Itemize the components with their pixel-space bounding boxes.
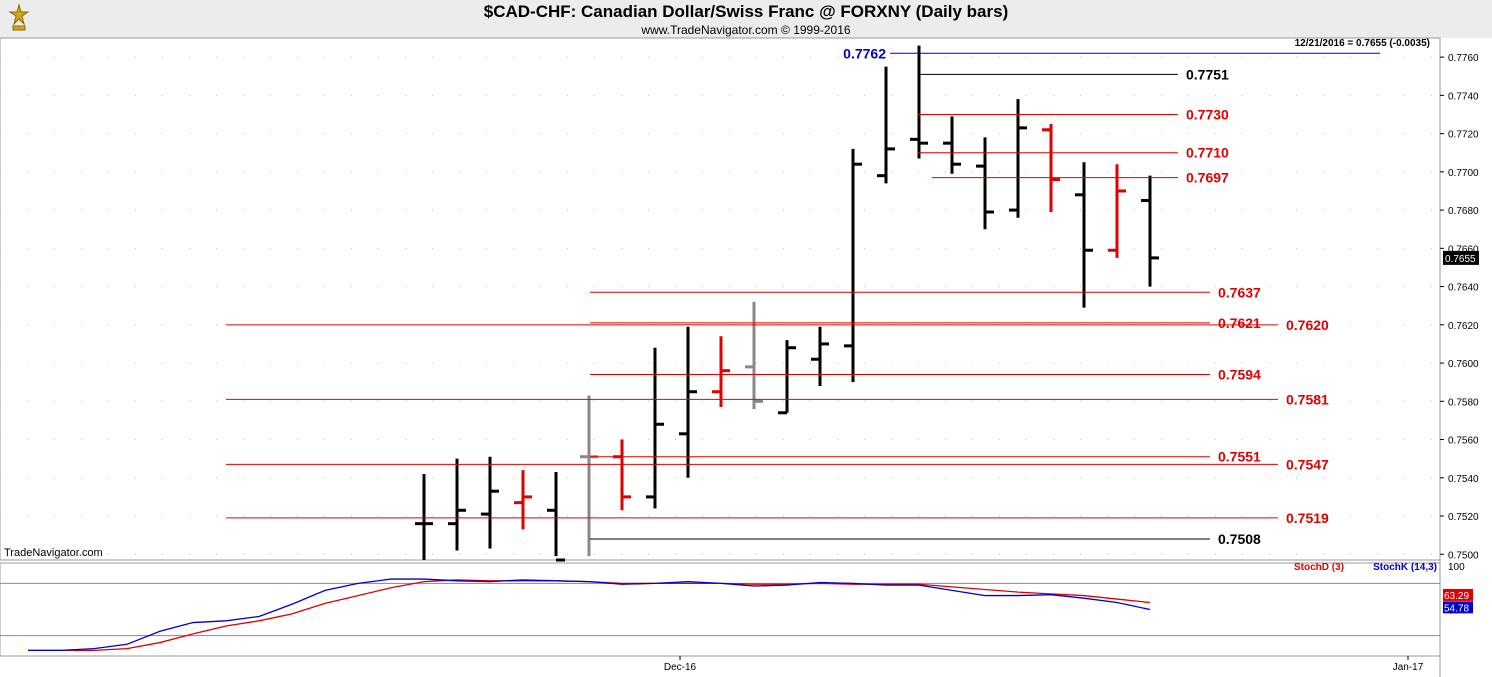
- last-price-marker: [1443, 250, 1479, 265]
- price-panel-frame: [0, 37, 1441, 561]
- last-price-label: 0.7655: [1445, 254, 1476, 265]
- price-level-label: 0.7620: [1286, 317, 1329, 333]
- stoch-panel-frame: [0, 562, 1441, 657]
- price-level-label: 0.7710: [1186, 145, 1229, 161]
- price-level-label: 0.7508: [1218, 531, 1261, 547]
- price-level-label: 0.7551: [1218, 449, 1261, 465]
- stoch-k-line: [28, 578, 1151, 652]
- price-level-label: 0.7751: [1186, 66, 1229, 82]
- price-level-label: 0.7637: [1218, 284, 1261, 300]
- watermark: TradeNavigator.com: [4, 547, 103, 559]
- stoch-k-legend: StochK (14,3): [1373, 562, 1437, 573]
- y-tick-label: 0.7680: [1448, 206, 1479, 217]
- chart-subtitle: www.TradeNavigator.com © 1999-2016: [641, 23, 851, 37]
- y-tick-label: 0.7500: [1448, 550, 1479, 561]
- y-tick-label: 0.7740: [1448, 91, 1479, 102]
- y-tick-label: 0.7600: [1448, 359, 1479, 370]
- price-level-label: 0.7697: [1186, 170, 1229, 186]
- price-level-label: 0.7547: [1286, 456, 1329, 472]
- price-readout: 12/21/2016 = 0.7655 (-0.0035): [1294, 38, 1430, 49]
- y-tick-label: 0.7540: [1448, 474, 1479, 485]
- price-level-label: 0.7621: [1218, 315, 1261, 331]
- chart-title: $CAD-CHF: Canadian Dollar/Swiss Franc @ …: [483, 2, 1009, 21]
- stoch-d-legend: StochD (3): [1294, 562, 1344, 573]
- y-tick-label: 0.7520: [1448, 512, 1479, 523]
- stoch-tick-label: 100: [1448, 562, 1465, 573]
- y-tick-label: 0.7660: [1448, 244, 1479, 255]
- x-tick-label: Dec-16: [664, 662, 697, 673]
- y-tick-label: 0.7760: [1448, 53, 1479, 64]
- trade-navigator-logo: [3, 2, 35, 34]
- price-level-label: 0.7730: [1186, 106, 1229, 122]
- y-tick-label: 0.7620: [1448, 321, 1479, 332]
- x-tick-label: Jan-17: [1393, 662, 1424, 673]
- stoch-k-value: 54.78: [1444, 603, 1469, 614]
- price-level-label: 0.7581: [1286, 391, 1329, 407]
- stoch-k-marker: [1443, 601, 1473, 614]
- y-tick-label: 0.7700: [1448, 168, 1479, 179]
- price-level-label: 0.7762: [843, 45, 886, 61]
- y-tick-label: 0.7720: [1448, 130, 1479, 141]
- price-level-label: 0.7519: [1286, 510, 1329, 526]
- stoch-d-marker: [1443, 588, 1473, 601]
- y-tick-label: 0.7580: [1448, 397, 1479, 408]
- y-tick-label: 0.7560: [1448, 436, 1479, 447]
- chart-header: [0, 0, 1492, 38]
- price-level-label: 0.7594: [1218, 367, 1261, 383]
- stoch-d-value: 63.29: [1444, 591, 1469, 602]
- y-tick-label: 0.7640: [1448, 283, 1479, 294]
